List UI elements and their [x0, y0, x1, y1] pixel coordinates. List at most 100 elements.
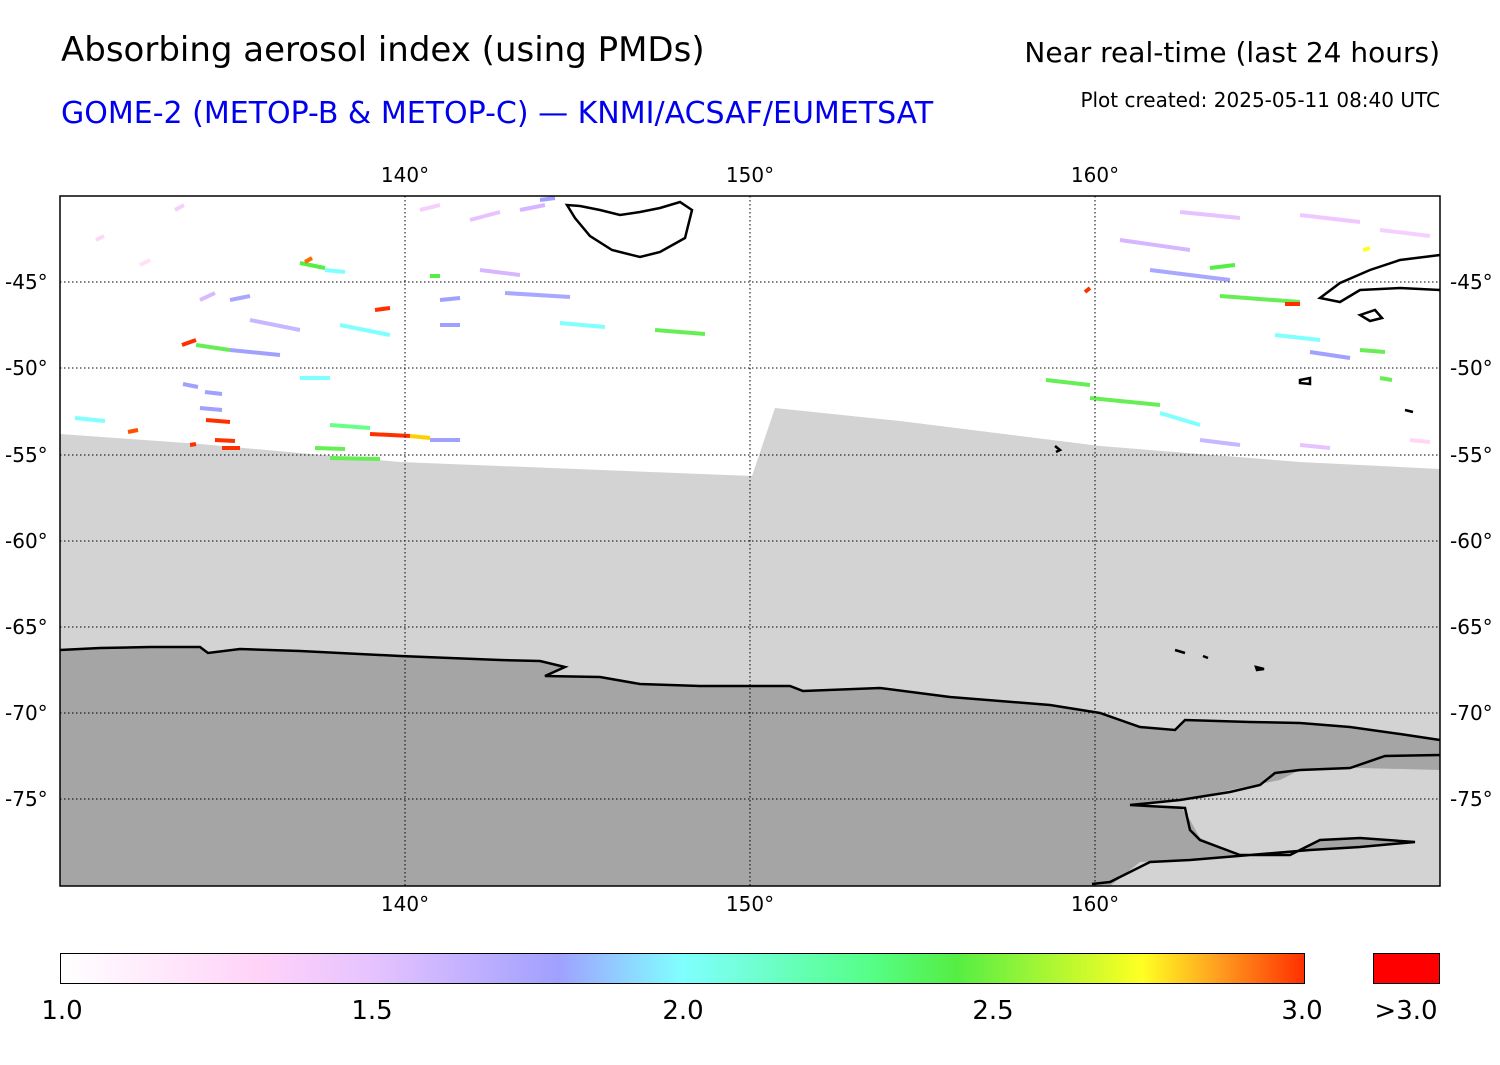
lat-label-right-55: -55°	[1450, 443, 1493, 467]
lat-label-left-70: -70°	[5, 701, 48, 725]
lon-label-top-150: 150°	[726, 163, 774, 187]
aerosol-pixel	[174, 203, 185, 212]
colorbar-over-range	[1373, 953, 1440, 984]
aerosol-map: 140° 150° 160° 140° 150° 160° -45° -50° …	[5, 163, 1493, 916]
colorbar-gradient	[60, 953, 1305, 984]
aerosol-pixel	[1299, 443, 1331, 450]
lat-label-left-50: -50°	[5, 356, 48, 380]
lat-label-right-45: -45°	[1450, 270, 1493, 294]
aerosol-pixel	[204, 390, 223, 396]
macquarie-island	[1054, 445, 1063, 454]
aerosol-pixel	[419, 203, 441, 212]
lat-label-right-50: -50°	[1450, 356, 1493, 380]
aerosol-pixel	[469, 210, 501, 222]
aerosol-pixel	[189, 442, 197, 447]
map-subtitle: GOME-2 (METOP-B & METOP-C) — KNMI/ACSAF/…	[61, 96, 934, 131]
aerosol-pixel	[1299, 213, 1361, 224]
aerosol-index-swaths	[74, 196, 1431, 461]
aerosol-pixel	[504, 291, 571, 299]
lon-label-bottom-150: 150°	[726, 892, 774, 916]
balleny-islands-2	[1202, 654, 1209, 660]
aerosol-pixel	[95, 234, 105, 242]
graticule	[60, 196, 1440, 886]
aerosol-pixel	[314, 446, 346, 451]
aerosol-pixel	[479, 268, 521, 277]
lat-label-right-70: -70°	[1450, 701, 1493, 725]
aerosol-pixel	[339, 323, 391, 337]
aerosol-pixel	[1409, 438, 1431, 444]
lat-label-right-60: -60°	[1450, 529, 1493, 553]
aerosol-pixel	[214, 438, 236, 443]
aerosol-pixel	[249, 318, 301, 332]
aerosol-pixel	[205, 418, 231, 424]
aerosol-pixel	[1149, 268, 1231, 282]
stewart-island-coastline	[1357, 308, 1385, 323]
lon-label-top-160: 160°	[1071, 163, 1119, 187]
colorbar-label-1-5: 1.5	[351, 996, 393, 1026]
campbell-island	[1404, 408, 1414, 414]
lat-label-left-60: -60°	[5, 529, 48, 553]
aerosol-pixel	[409, 434, 431, 440]
colorbar-label-over: >3.0	[1374, 996, 1438, 1026]
lon-label-bottom-140: 140°	[381, 892, 429, 916]
aerosol-pixel	[519, 203, 546, 212]
lon-label-top-140: 140°	[381, 163, 429, 187]
aerosol-pixel	[374, 306, 391, 312]
aerosol-pixel	[1219, 294, 1301, 304]
colorbar-label-3-0: 3.0	[1281, 996, 1323, 1026]
aerosol-pixel	[229, 294, 251, 302]
aerosol-pixel	[304, 256, 313, 264]
aerosol-pixel	[539, 196, 556, 202]
aerosol-pixel	[1359, 348, 1386, 354]
aerosol-pixel	[299, 261, 326, 270]
aerosol-pixel	[229, 348, 281, 357]
aerosol-pixel	[1179, 210, 1241, 220]
auckland-islands	[1298, 376, 1312, 386]
aerosol-pixel	[1119, 238, 1191, 252]
colorbar-label-1-0: 1.0	[41, 996, 83, 1026]
aerosol-pixel	[1274, 333, 1321, 342]
aerosol-pixel	[1209, 263, 1236, 270]
aerosol-pixel	[329, 456, 381, 461]
tasmania-coastline	[564, 200, 694, 259]
lat-label-left-55: -55°	[5, 443, 48, 467]
antarctica-coastline	[59, 645, 1441, 742]
aerosol-pixel	[127, 428, 139, 434]
aerosol-pixel	[439, 296, 461, 302]
lat-label-left-75: -75°	[5, 787, 48, 811]
aerosol-pixel	[199, 406, 223, 412]
aerosol-pixel	[1045, 378, 1091, 387]
lat-label-left-45: -45°	[5, 270, 48, 294]
aerosol-pixel	[324, 268, 346, 274]
aerosol-pixel	[559, 321, 606, 329]
lat-label-right-65: -65°	[1450, 615, 1493, 639]
aerosol-pixel	[182, 382, 199, 389]
aerosol-pixel	[181, 338, 197, 347]
ross-sea-coastline	[1091, 753, 1441, 886]
aerosol-pixel	[195, 343, 231, 352]
new-zealand-coastline	[1317, 253, 1441, 304]
aerosol-pixel	[1309, 350, 1351, 360]
lat-label-left-65: -65°	[5, 615, 48, 639]
colorbar-label-2-0: 2.0	[662, 996, 704, 1026]
aerosol-pixel	[1362, 246, 1371, 252]
balleny-islands-3	[1254, 665, 1265, 672]
aerosol-pixel	[1083, 286, 1092, 294]
balleny-islands-1	[1174, 648, 1186, 655]
aerosol-pixel	[139, 258, 151, 267]
plot-created-label: Plot created: 2025-05-11 08:40 UTC	[1080, 88, 1440, 112]
aerosol-pixel	[654, 328, 706, 336]
coastlines	[59, 200, 1441, 886]
lat-label-right-75: -75°	[1450, 787, 1493, 811]
aerosol-pixel	[1379, 228, 1431, 238]
aerosol-pixel	[74, 416, 106, 423]
aerosol-pixel	[369, 432, 411, 438]
aerosol-pixel	[1379, 376, 1393, 382]
map-title: Absorbing aerosol index (using PMDs)	[61, 30, 705, 70]
aerosol-pixel	[1089, 396, 1161, 407]
aerosol-pixel	[1159, 411, 1201, 427]
map-frame	[59, 195, 1441, 887]
aerosol-pixel	[199, 291, 216, 302]
time-window-label: Near real-time (last 24 hours)	[1024, 36, 1440, 69]
aerosol-pixel	[329, 423, 371, 430]
